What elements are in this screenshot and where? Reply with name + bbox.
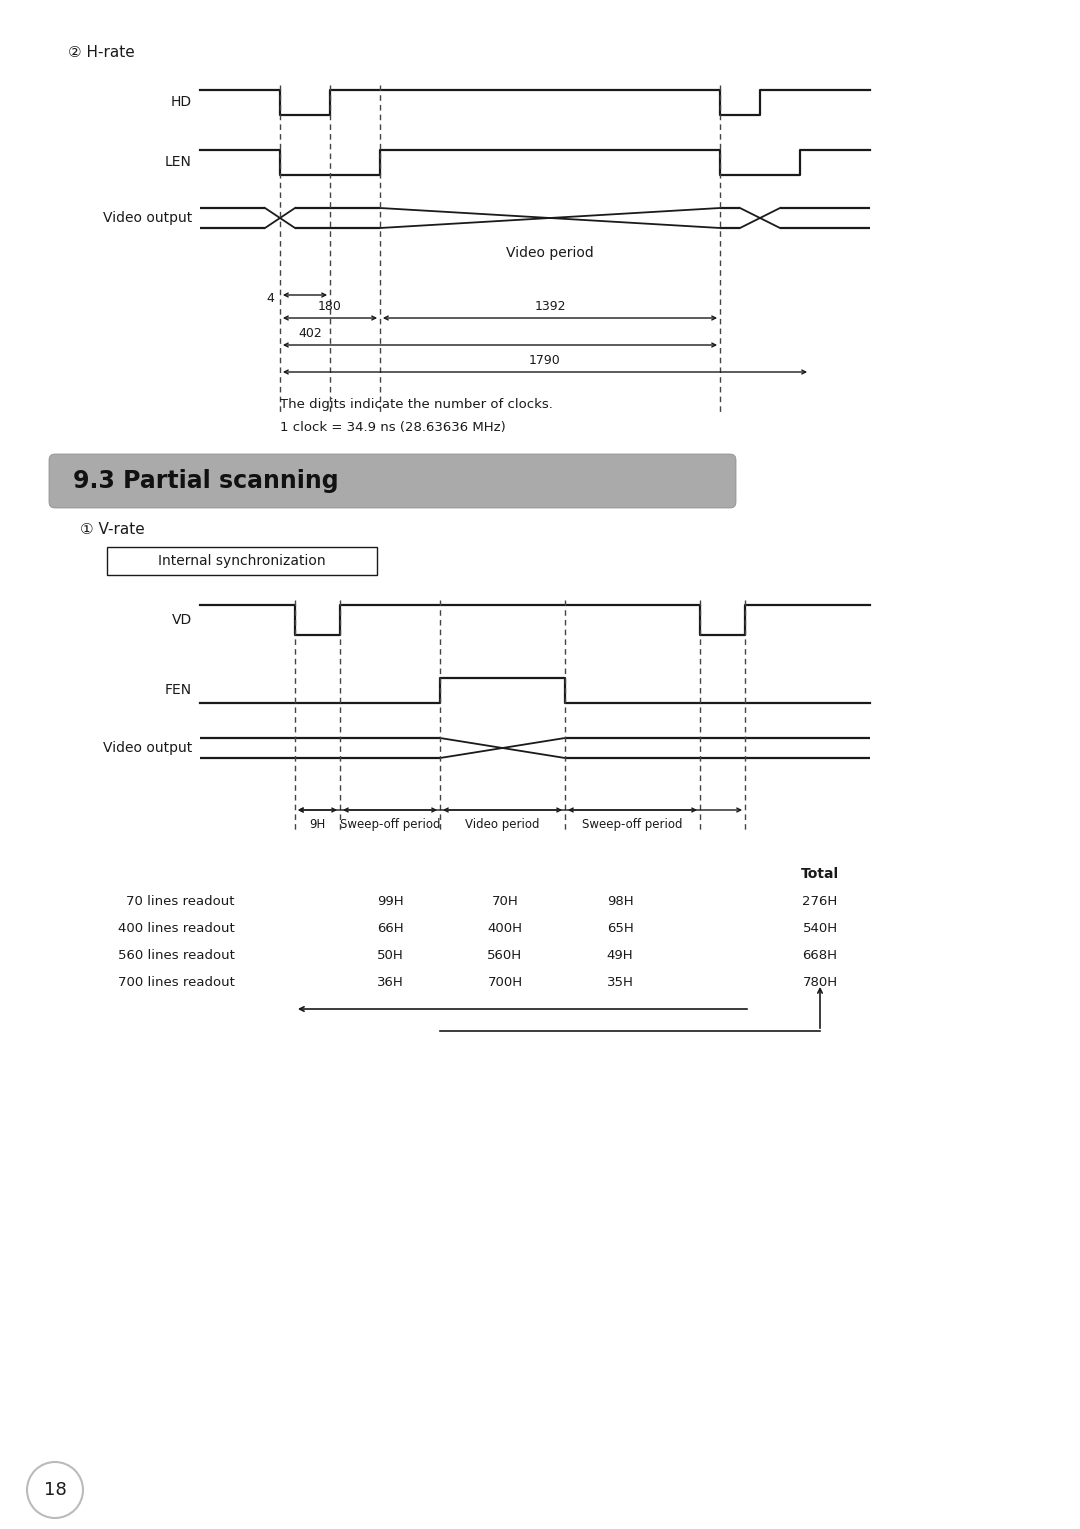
Text: The digits indicate the number of clocks.: The digits indicate the number of clocks… <box>280 398 553 411</box>
Text: 36H: 36H <box>377 976 403 989</box>
Text: 50H: 50H <box>377 950 403 962</box>
Text: 66H: 66H <box>377 922 403 936</box>
Text: 18: 18 <box>43 1482 66 1498</box>
Text: 9.3 Partial scanning: 9.3 Partial scanning <box>73 469 339 492</box>
Text: 700H: 700H <box>487 976 523 989</box>
Text: VD: VD <box>172 613 192 627</box>
Text: ② H-rate: ② H-rate <box>68 44 135 60</box>
Text: Video period: Video period <box>507 246 594 260</box>
Text: 1790: 1790 <box>529 355 561 367</box>
FancyBboxPatch shape <box>107 547 377 575</box>
Text: 99H: 99H <box>377 894 403 908</box>
Text: Video output: Video output <box>103 742 192 755</box>
Text: FEN: FEN <box>165 683 192 697</box>
Text: 400 lines readout: 400 lines readout <box>118 922 235 936</box>
Text: 9H: 9H <box>309 818 326 830</box>
Text: 4: 4 <box>266 292 274 306</box>
Text: 70 lines readout: 70 lines readout <box>126 894 235 908</box>
Text: 49H: 49H <box>607 950 633 962</box>
Text: 35H: 35H <box>607 976 634 989</box>
Text: 70H: 70H <box>491 894 518 908</box>
Text: Sweep-off period: Sweep-off period <box>582 818 683 830</box>
Text: Total: Total <box>801 867 839 881</box>
Text: Video output: Video output <box>103 211 192 225</box>
Text: 1392: 1392 <box>535 300 566 313</box>
Text: 560H: 560H <box>487 950 523 962</box>
Text: 402: 402 <box>298 327 322 339</box>
Text: 276H: 276H <box>802 894 838 908</box>
Text: Internal synchronization: Internal synchronization <box>158 553 326 567</box>
Text: 540H: 540H <box>802 922 838 936</box>
Text: 700 lines readout: 700 lines readout <box>118 976 235 989</box>
Text: 1 clock = 34.9 ns (28.63636 MHz): 1 clock = 34.9 ns (28.63636 MHz) <box>280 420 505 434</box>
Text: 400H: 400H <box>487 922 523 936</box>
Text: 98H: 98H <box>607 894 633 908</box>
Text: 668H: 668H <box>802 950 837 962</box>
Text: 780H: 780H <box>802 976 838 989</box>
Text: LEN: LEN <box>165 156 192 170</box>
Text: ① V-rate: ① V-rate <box>80 521 145 537</box>
FancyBboxPatch shape <box>49 454 735 508</box>
Text: 180: 180 <box>319 300 342 313</box>
Text: 560 lines readout: 560 lines readout <box>118 950 235 962</box>
Text: Video period: Video period <box>465 818 540 830</box>
Text: HD: HD <box>171 95 192 110</box>
Text: 65H: 65H <box>607 922 633 936</box>
Text: Sweep-off period: Sweep-off period <box>340 818 441 830</box>
